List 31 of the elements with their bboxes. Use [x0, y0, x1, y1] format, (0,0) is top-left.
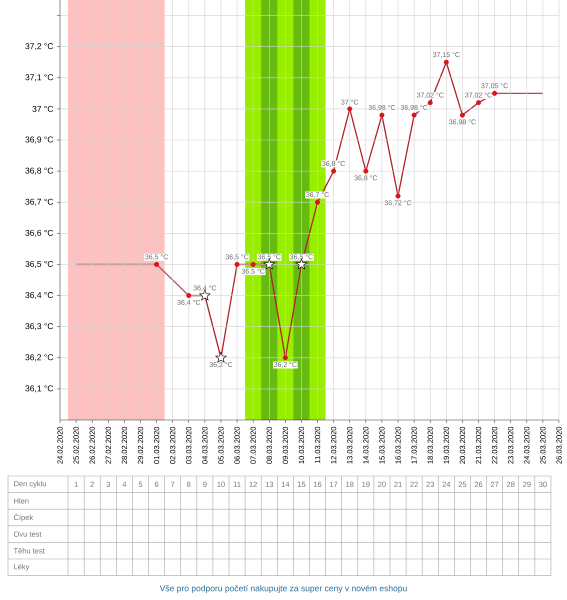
point [428, 100, 433, 106]
y-tick-label: 37,2 °C [25, 43, 54, 50]
point [476, 100, 482, 106]
point [412, 112, 417, 118]
y-tick-label: 36,1 °C [25, 385, 54, 392]
y-tick-label: 37,1 °C [25, 74, 54, 82]
point [363, 168, 368, 174]
point [282, 355, 288, 360]
y-tick-label: 36,4 °C [25, 292, 54, 300]
y-tick-label: 36,9 °C [25, 136, 54, 144]
point [331, 168, 336, 174]
y-tick-label: 36,6 °C [25, 230, 54, 237]
y-tick-label: 36,2 °C [25, 354, 54, 362]
y-tick-label: 36,5 °C [25, 260, 54, 268]
point [379, 112, 384, 118]
point [396, 194, 401, 199]
y-tick-label: 37 °C [32, 106, 54, 112]
point [154, 262, 160, 267]
text: Vše pro podporu početí nakupujte za super ceny v novém eshopu [160, 584, 407, 594]
point [444, 60, 449, 65]
y-tick-label: 36,7 °C [25, 198, 54, 206]
point [186, 293, 192, 298]
point [250, 262, 256, 267]
point [492, 90, 498, 96]
point [234, 262, 240, 267]
point [347, 106, 352, 112]
point [460, 112, 465, 118]
point [315, 200, 320, 205]
y-tick-label: 36,3 °C [25, 323, 54, 330]
point [215, 352, 226, 363]
y-tick-label: 36,8 °C [25, 168, 54, 175]
